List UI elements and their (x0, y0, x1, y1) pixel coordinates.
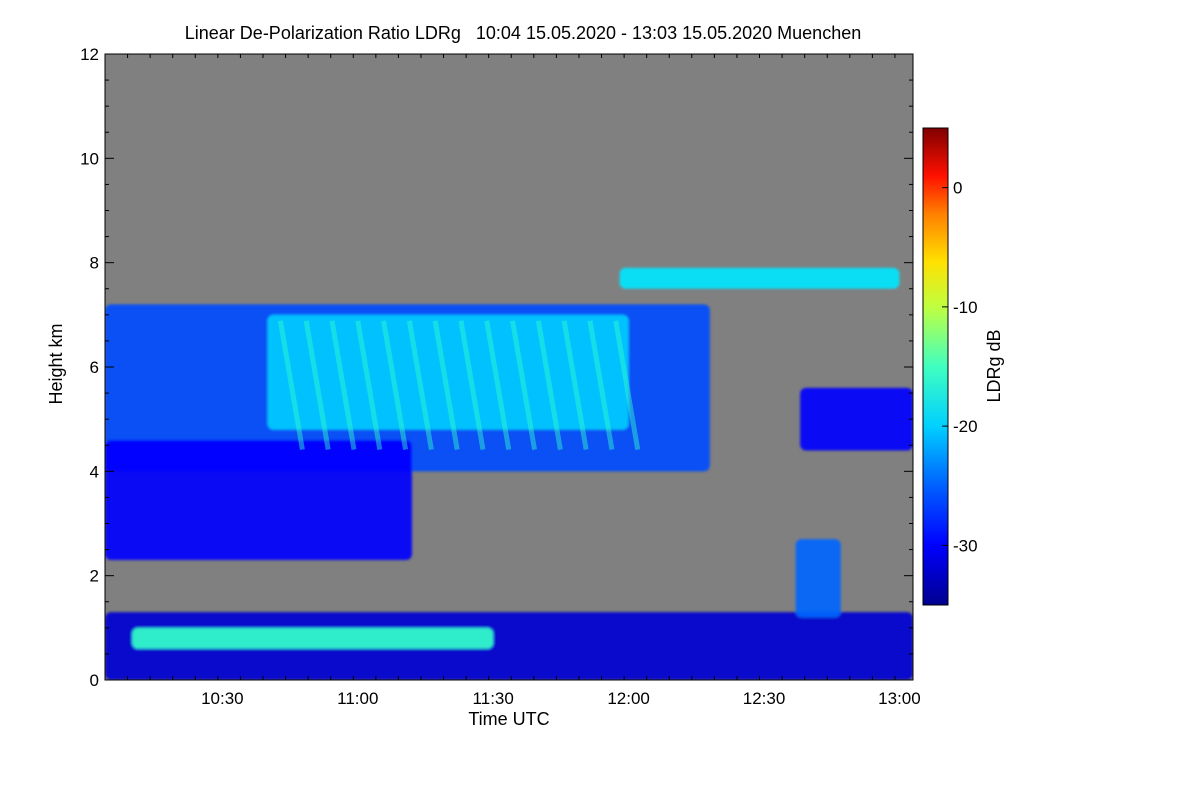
heatmap-streak (277, 320, 305, 451)
heatmap-streak (484, 320, 512, 451)
heatmap-streak (613, 320, 641, 451)
x-axis: 10:30 11:00 11:30 12:00 12:30 13:00 (104, 54, 921, 708)
x-tick-label: 13:00 (878, 689, 921, 708)
heatmap-streak (432, 320, 460, 451)
y-tick-label: 8 (90, 254, 99, 273)
chart-title: Linear De-Polarization Ratio LDRg 10:04 … (185, 23, 861, 43)
y-tick-label: 2 (90, 567, 99, 586)
x-tick-label: 10:30 (201, 689, 244, 708)
colorbar-tick-label: -30 (953, 536, 978, 555)
heatmap-region (800, 387, 913, 451)
heatmap-region (132, 627, 494, 649)
heatmap-streak (355, 320, 383, 451)
y-tick-label: 0 (90, 671, 99, 690)
heatmap-streak (406, 320, 434, 451)
heatmap-streak (535, 320, 563, 451)
heatmap-streak (329, 320, 357, 451)
y-axis-label: Height km (46, 323, 66, 404)
colorbar-gradient (922, 127, 949, 606)
heatmap-streak (510, 320, 538, 451)
heatmap-region (267, 314, 629, 430)
x-tick-label: 11:30 (473, 689, 514, 708)
y-tick-label: 6 (90, 358, 99, 377)
x-tick-label: 11:00 (337, 689, 378, 708)
y-tick-label: 4 (90, 462, 99, 481)
x-tick-label: 12:30 (743, 689, 786, 708)
heatmap-streaks (277, 320, 641, 451)
plot-area (105, 54, 913, 680)
heatmap-streak (561, 320, 589, 451)
colorbar: 0 -10 -20 -30 LDRg dB (922, 127, 1004, 606)
y-tick-label: 12 (80, 45, 99, 64)
y-axis: 0 2 4 6 8 10 12 (80, 45, 913, 690)
colorbar-label: LDRg dB (984, 329, 1004, 402)
heatmap-streak (303, 320, 331, 451)
x-tick-label: 12:00 (607, 689, 650, 708)
heatmap-streak (381, 320, 409, 451)
colorbar-tick-label: -20 (953, 417, 978, 436)
heatmap-streak (458, 320, 486, 451)
heatmap-region (619, 267, 900, 289)
heatmap-regions (105, 267, 913, 680)
colorbar-tick-label: -10 (953, 298, 978, 317)
heatmap-region (105, 440, 412, 561)
x-axis-label: Time UTC (468, 709, 549, 729)
colorbar-ticks: 0 -10 -20 -30 (942, 179, 978, 555)
heatmap-region (795, 539, 841, 618)
colorbar-tick-label: 0 (953, 179, 962, 198)
heatmap-streak (587, 320, 615, 451)
y-tick-label: 10 (80, 149, 99, 168)
